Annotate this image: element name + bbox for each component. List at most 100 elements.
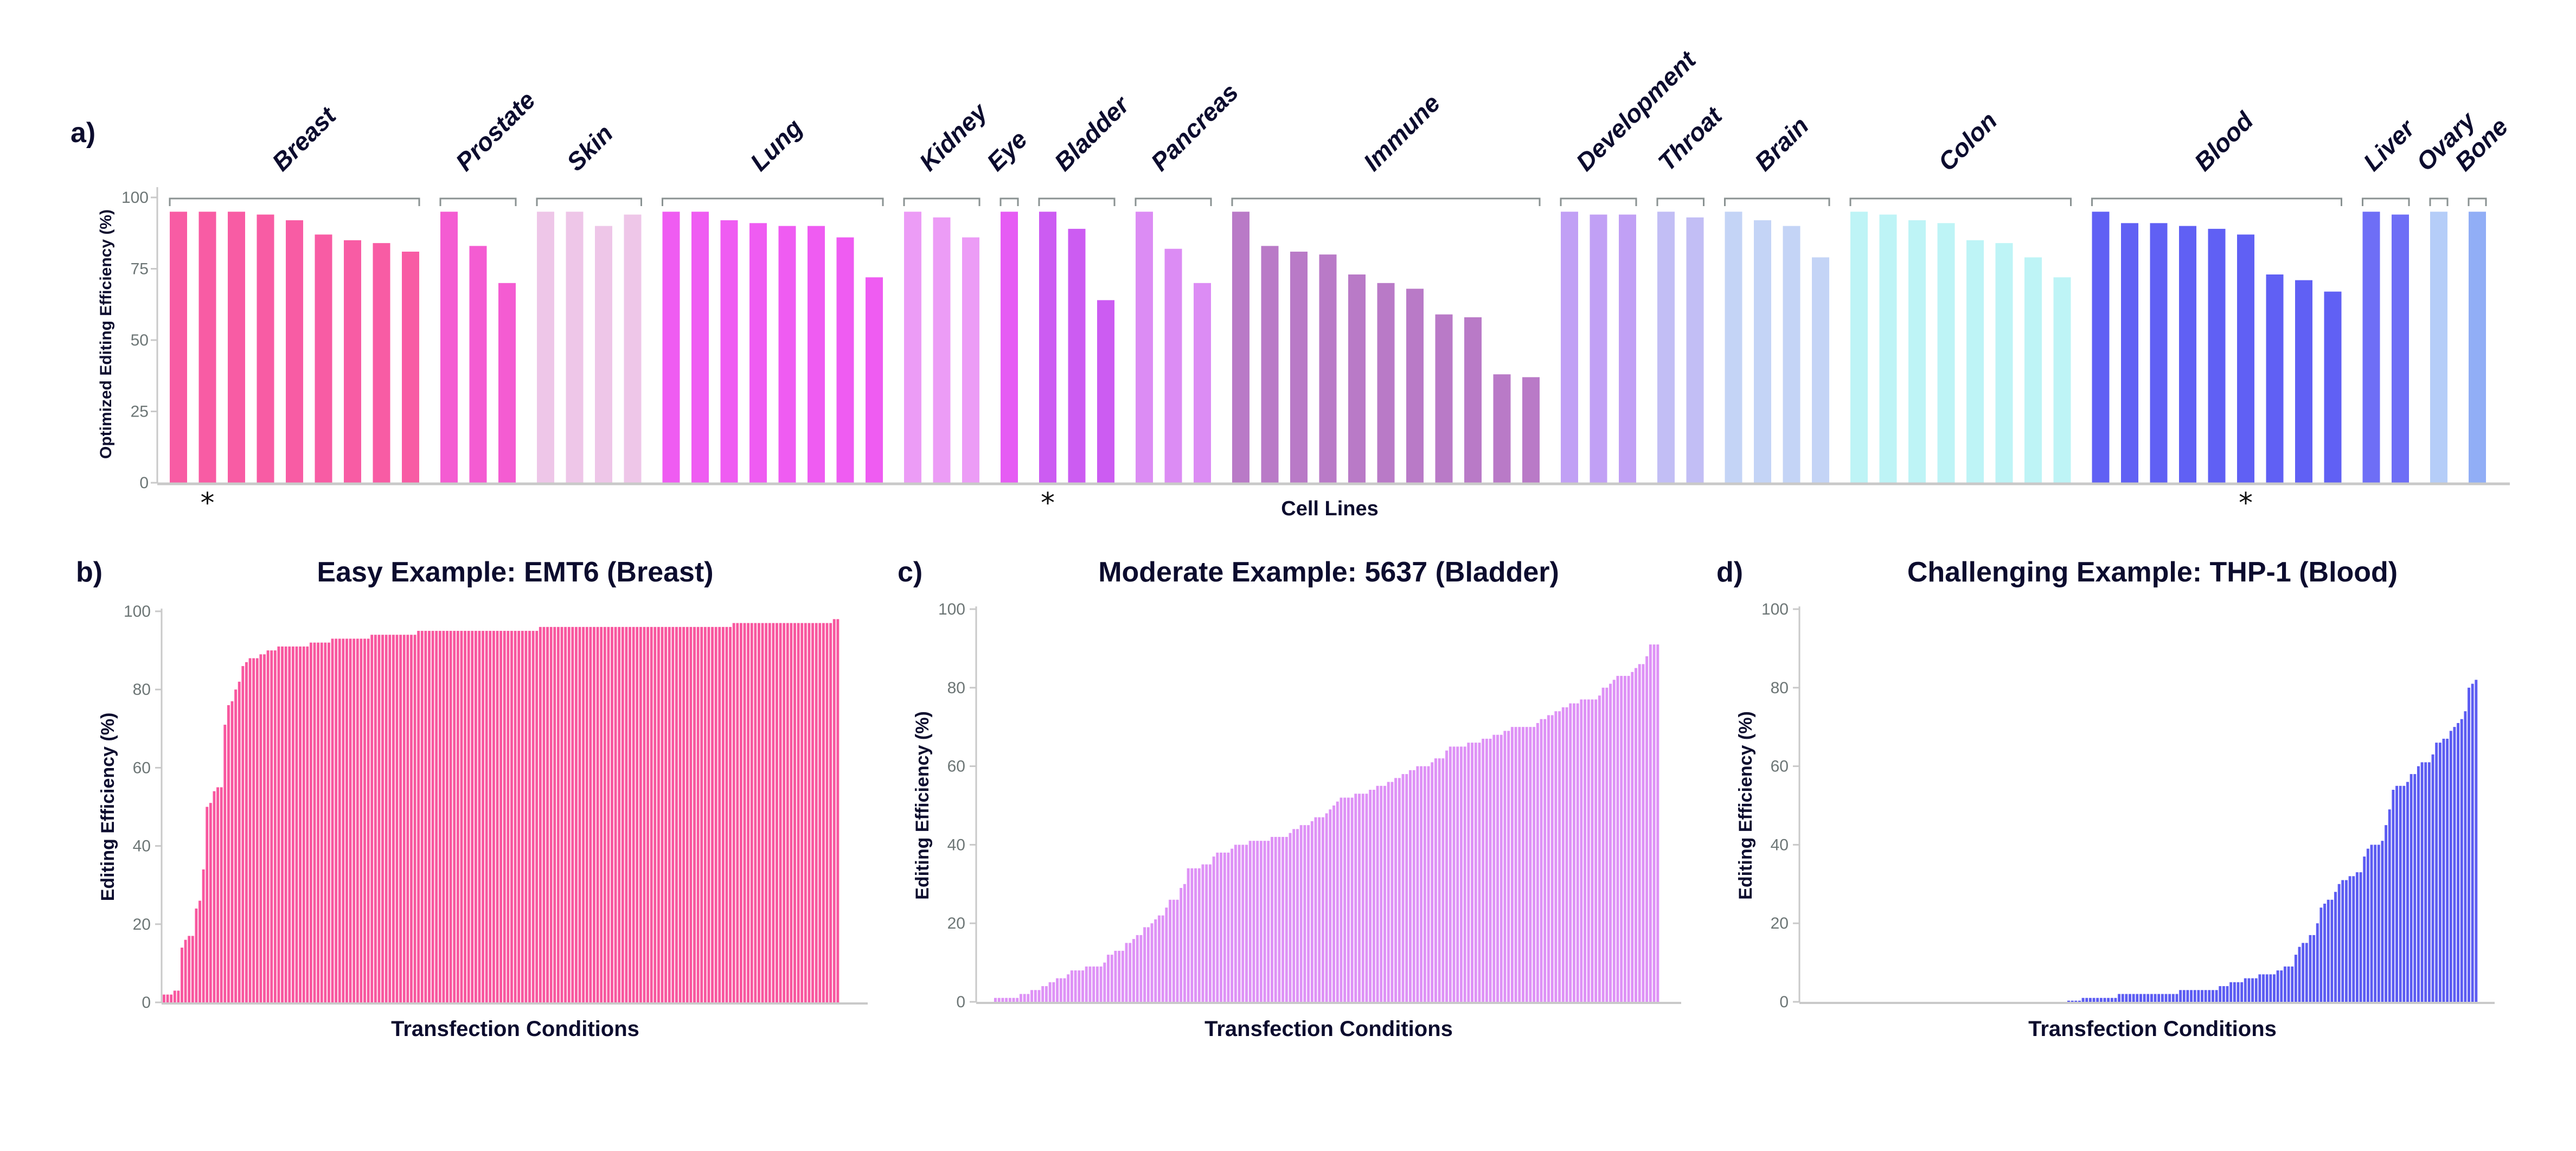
bar-transfection-condition: [284, 646, 287, 1002]
bar-transfection-condition: [2359, 872, 2362, 1002]
category-label: Prostate: [450, 86, 541, 176]
bar-transfection-condition: [1078, 970, 1081, 1002]
bar-transfection-condition: [711, 626, 714, 1002]
bar-transfection-condition: [1631, 672, 1634, 1002]
group-bracket: [2362, 197, 2410, 206]
bar-transfection-condition: [331, 638, 334, 1002]
bar-transfection-condition: [1576, 703, 1579, 1002]
bar-transfection-condition: [1034, 990, 1037, 1002]
bar-transfection-condition: [639, 626, 642, 1002]
bar-transfection-condition: [593, 626, 595, 1002]
bar-transfection-condition: [245, 662, 248, 1002]
bar-transfection-condition: [2276, 970, 2279, 1002]
bar-transfection-condition: [353, 638, 356, 1002]
category-label: Bladder: [1049, 90, 1135, 176]
bar-development: [1619, 214, 1636, 483]
bar-transfection-condition: [790, 623, 793, 1002]
bar-transfection-condition: [2438, 743, 2442, 1002]
bar-transfection-condition: [335, 638, 338, 1002]
y-tick-label: 100: [121, 189, 149, 207]
bar-transfection-condition: [825, 623, 829, 1002]
bar-transfection-condition: [2262, 974, 2265, 1002]
bar-transfection-condition: [2319, 907, 2323, 1002]
bar-transfection-condition: [1190, 868, 1194, 1002]
bar-skin: [624, 214, 642, 483]
bar-transfection-condition: [2475, 680, 2478, 1002]
bar-transfection-condition: [2193, 990, 2196, 1002]
bar-transfection-condition: [2171, 994, 2175, 1002]
bar-transfection-condition: [482, 631, 485, 1002]
y-tick-label: 0: [1779, 993, 1789, 1011]
bar-transfection-condition: [2316, 923, 2319, 1002]
bar-bladder: [1039, 212, 1056, 483]
bar-transfection-condition: [317, 642, 320, 1002]
bar-transfection-condition: [1463, 746, 1466, 1002]
bar-immune: [1290, 251, 1308, 483]
bar-breast: [402, 251, 419, 483]
y-tick-label: 20: [947, 915, 965, 932]
category-label: Blood: [2189, 106, 2259, 177]
bar-transfection-condition: [1045, 986, 1048, 1002]
bar-transfection-condition: [2175, 994, 2178, 1002]
bar-transfection-condition: [299, 646, 302, 1002]
x-axis-title: Transfection Conditions: [2028, 1017, 2277, 1041]
bar-transfection-condition: [395, 635, 399, 1002]
bar-prostate: [498, 283, 516, 483]
bar-transfection-condition: [2323, 904, 2327, 1002]
bar-transfection-condition: [743, 623, 746, 1002]
panel-label: c): [898, 557, 922, 588]
bar-transfection-condition: [528, 631, 531, 1002]
bar-transfection-condition: [467, 631, 470, 1002]
bar-transfection-condition: [406, 635, 409, 1002]
bar-transfection-condition: [230, 701, 234, 1002]
bar-transfection-condition: [1329, 809, 1332, 1002]
bar-transfection-condition: [1642, 664, 1645, 1002]
bar-bone: [2469, 212, 2486, 483]
bar-breast: [257, 214, 274, 483]
bar-transfection-condition: [1220, 852, 1223, 1002]
bar-transfection-condition: [191, 936, 194, 1002]
bar-transfection-condition: [1281, 836, 1285, 1002]
bar-brain: [1812, 257, 1829, 483]
category-label: Skin: [561, 119, 618, 176]
bar-transfection-condition: [567, 626, 571, 1002]
bar-transfection-condition: [786, 623, 789, 1002]
bar-transfection-condition: [2222, 986, 2225, 1002]
bar-transfection-condition: [2410, 774, 2413, 1002]
bar-transfection-condition: [1441, 758, 1445, 1002]
bar-transfection-condition: [356, 638, 359, 1002]
bar-transfection-condition: [1518, 727, 1521, 1002]
bar-transfection-condition: [2219, 986, 2222, 1002]
bar-transfection-condition: [618, 626, 621, 1002]
bar-transfection-condition: [392, 635, 395, 1002]
bar-transfection-condition: [1656, 644, 1659, 1002]
bar-transfection-condition: [453, 631, 456, 1002]
y-axis-title: Optimized Editing Efficiency (%): [97, 209, 115, 459]
group-bracket: [2468, 197, 2487, 206]
bar-transfection-condition: [1390, 782, 1394, 1002]
chart-title: Challenging Example: THP-1 (Blood): [1907, 557, 2398, 588]
bar-transfection-condition: [496, 631, 499, 1002]
bar-transfection-condition: [657, 626, 660, 1002]
bar-transfection-condition: [1150, 923, 1154, 1002]
bar-transfection-condition: [553, 626, 556, 1002]
bar-lung: [749, 223, 767, 483]
bar-immune: [1493, 374, 1511, 483]
bar-transfection-condition: [1201, 864, 1204, 1002]
bar-transfection-condition: [1361, 794, 1364, 1002]
bar-transfection-condition: [1314, 817, 1317, 1002]
bar-transfection-condition: [259, 654, 262, 1002]
bar-transfection-condition: [804, 623, 807, 1002]
bar-ovary: [2430, 212, 2447, 483]
bar-transfection-condition: [718, 626, 721, 1002]
bar-colon: [1908, 220, 1926, 483]
bar-transfection-condition: [1165, 907, 1168, 1002]
bar-transfection-condition: [1620, 676, 1623, 1002]
bar-transfection-condition: [449, 631, 452, 1002]
bar-breast: [373, 243, 390, 483]
group-bracket: [1560, 197, 1637, 206]
bar-transfection-condition: [1401, 774, 1405, 1002]
panel-label: a): [71, 117, 95, 149]
bar-transfection-condition: [1616, 676, 1619, 1002]
y-axis-title: Editing Efficiency (%): [98, 713, 118, 901]
